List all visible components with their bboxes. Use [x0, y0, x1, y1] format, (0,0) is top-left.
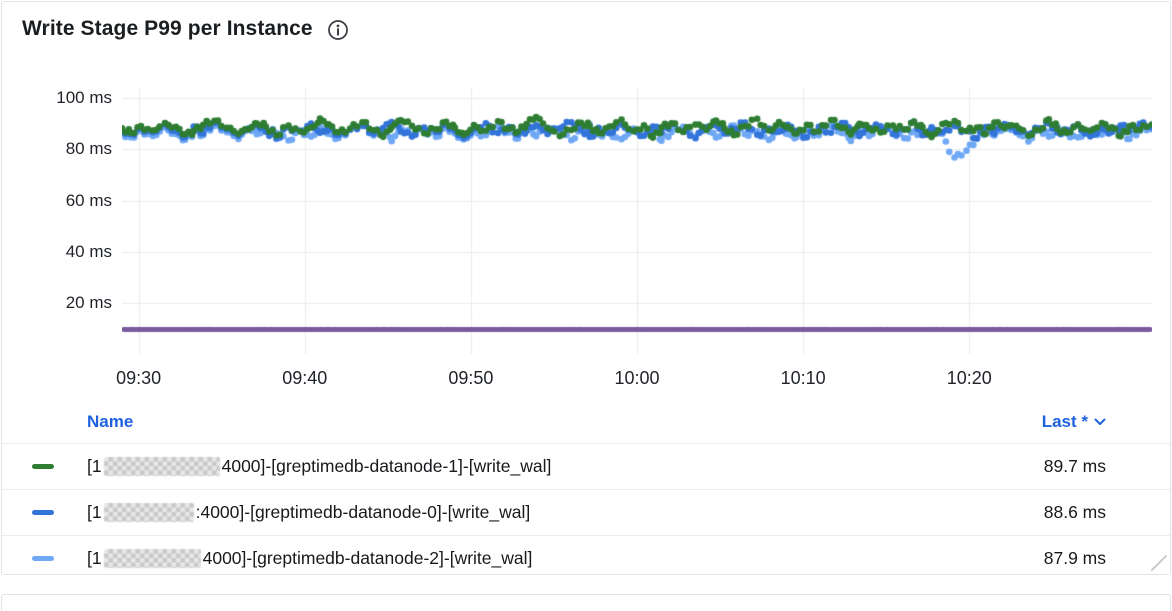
series-name: [1 4000]-[greptimedb-datanode-1]-[write_… [87, 456, 551, 477]
series-name: [1 4000]-[greptimedb-datanode-2]-[write_… [87, 548, 532, 569]
series-name-prefix: [1 [87, 456, 102, 476]
redacted-ip [103, 457, 220, 476]
y-tick-label: 80 ms [65, 139, 112, 159]
series-color-marker [32, 556, 54, 561]
panel-write-stage-p99: Write Stage P99 per Instance 100 ms 80 m… [1, 1, 1171, 575]
x-tick-label: 10:00 [614, 368, 660, 388]
x-tick-label: 10:10 [780, 368, 826, 388]
x-tick-label: 09:30 [116, 368, 162, 388]
x-tick-label: 09:50 [448, 368, 494, 388]
series-name-prefix: [1 [87, 502, 102, 522]
legend-header: Name Last * [2, 404, 1170, 443]
panel-header: Write Stage P99 per Instance [2, 2, 1170, 45]
timeseries-plot[interactable] [122, 88, 1152, 354]
legend-table: Name Last * [1 4000]-[greptimedb-datanod… [2, 404, 1170, 574]
series-last-value: 88.6 ms [1043, 502, 1106, 522]
legend-sort-last-label: Last * [1041, 412, 1088, 431]
panel-resize-handle[interactable] [1150, 554, 1168, 572]
series-color-marker [32, 510, 54, 515]
series-last-value: 87.9 ms [1043, 548, 1106, 568]
redacted-ip [103, 549, 201, 568]
legend-sort-last[interactable]: Last * [1042, 412, 1106, 432]
y-tick-label: 60 ms [65, 190, 112, 210]
y-tick-label: 20 ms [65, 292, 112, 312]
legend-sort-name[interactable]: Name [87, 412, 134, 431]
panel-title: Write Stage P99 per Instance [22, 17, 313, 40]
info-icon[interactable] [327, 19, 349, 41]
series-color-marker [32, 464, 54, 469]
series-name: [1 :4000]-[greptimedb-datanode-0]-[write… [87, 502, 530, 523]
y-tick-label: 40 ms [65, 241, 112, 261]
next-panel-top-edge [1, 594, 1171, 611]
y-tick-label: 100 ms [56, 88, 112, 108]
series-name-prefix: [1 [87, 548, 102, 568]
legend-row-datanode-2[interactable]: [1 4000]-[greptimedb-datanode-2]-[write_… [2, 535, 1170, 574]
series-last-value: 89.7 ms [1043, 456, 1106, 476]
series-name-suffix: :4000]-[greptimedb-datanode-0]-[write_wa… [195, 502, 531, 522]
redacted-ip [103, 503, 194, 522]
legend-row-datanode-1[interactable]: [1 4000]-[greptimedb-datanode-1]-[write_… [2, 443, 1170, 489]
x-tick-label: 10:20 [946, 368, 992, 388]
x-tick-label: 09:40 [282, 368, 328, 388]
series-name-suffix: 4000]-[greptimedb-datanode-1]-[write_wal… [221, 456, 552, 476]
chevron-down-icon [1094, 418, 1106, 425]
legend-row-datanode-0[interactable]: [1 :4000]-[greptimedb-datanode-0]-[write… [2, 489, 1170, 535]
series-name-suffix: 4000]-[greptimedb-datanode-2]-[write_wal… [202, 548, 533, 568]
